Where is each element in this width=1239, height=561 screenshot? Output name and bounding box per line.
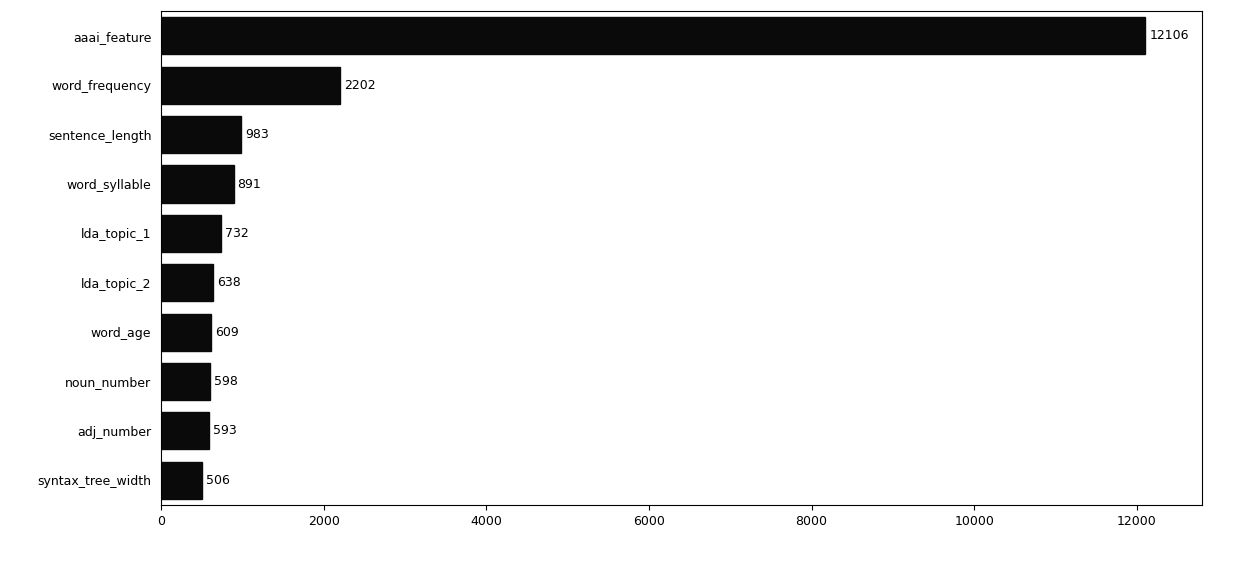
Text: 598: 598 — [214, 375, 238, 388]
Bar — [161, 116, 242, 153]
Text: 638: 638 — [217, 276, 240, 289]
Text: 609: 609 — [214, 325, 238, 339]
Bar — [161, 165, 233, 203]
Bar — [161, 67, 341, 104]
Text: 12106: 12106 — [1150, 29, 1189, 43]
Text: 593: 593 — [213, 424, 237, 438]
Bar — [161, 215, 221, 252]
Text: 2202: 2202 — [344, 79, 375, 92]
Bar — [161, 314, 211, 351]
Text: 983: 983 — [245, 128, 269, 141]
Bar — [161, 363, 209, 400]
Text: 891: 891 — [238, 177, 261, 191]
Bar — [161, 462, 202, 499]
Text: 506: 506 — [206, 473, 230, 487]
Bar — [161, 17, 1145, 54]
Bar — [161, 412, 209, 449]
Bar — [161, 264, 213, 301]
Text: 732: 732 — [224, 227, 248, 240]
